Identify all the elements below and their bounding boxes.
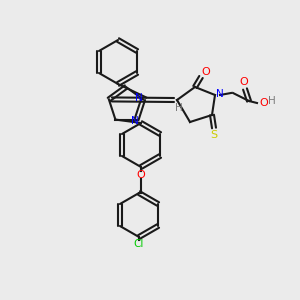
Text: Cl: Cl [134,239,144,249]
Text: O: O [202,67,210,77]
Text: N: N [131,116,139,126]
Text: O: O [136,170,146,180]
Text: N: N [135,93,143,103]
Text: H: H [175,103,183,113]
Text: O: O [260,98,268,108]
Text: O: O [240,77,248,87]
Text: H: H [268,96,276,106]
Text: S: S [210,130,218,140]
Text: N: N [216,89,224,99]
